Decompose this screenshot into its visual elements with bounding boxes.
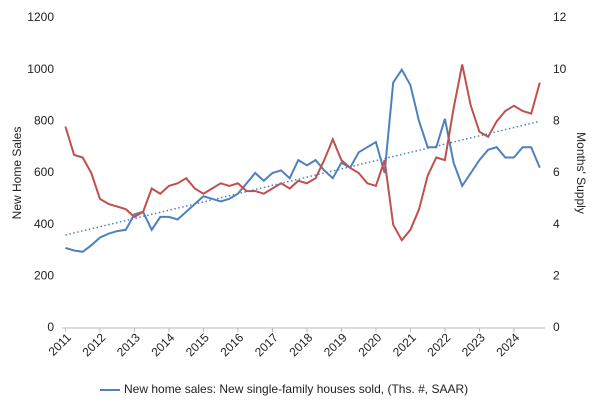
x-tick-label: 2016 [218, 330, 247, 359]
y2-tick-label: 2 [553, 269, 560, 283]
y-tick-label: 1000 [27, 62, 54, 76]
y-tick-label: 0 [47, 320, 54, 334]
legend-label: New home sales: New single-family houses… [124, 382, 468, 396]
y2-tick-label: 4 [553, 217, 560, 231]
x-tick-label: 2022 [425, 330, 454, 359]
x-tick-label: 2014 [149, 330, 178, 359]
y2-tick-label: 0 [553, 320, 560, 334]
trend-line [65, 120, 540, 236]
y2-axis-label: Months' Supply [574, 132, 588, 214]
y-tick-label: 1200 [27, 10, 54, 24]
y-tick-label: 600 [34, 165, 54, 179]
x-tick-label: 2012 [80, 330, 109, 359]
x-tick-label: 2023 [459, 330, 488, 359]
y2-tick-label: 10 [553, 62, 567, 76]
series-line [64, 64, 541, 242]
y2-tick-label: 8 [553, 114, 560, 128]
x-tick-label: 2019 [321, 330, 350, 359]
x-tick-label: 2015 [183, 330, 212, 359]
x-tick-label: 2017 [252, 330, 281, 359]
y2-tick-label: 12 [553, 10, 567, 24]
x-tick-label: 2018 [287, 330, 316, 359]
x-tick-label: 2021 [390, 330, 419, 359]
x-tick-label: 2020 [356, 330, 385, 359]
y-axis-label: New Home Sales [10, 127, 24, 220]
y-tick-label: 200 [34, 269, 54, 283]
series-line [65, 67, 541, 253]
x-tick-label: 2013 [114, 330, 143, 359]
y-tick-label: 800 [34, 114, 54, 128]
y2-tick-label: 6 [553, 165, 560, 179]
x-tick-label: 2011 [46, 330, 74, 358]
y-tick-label: 400 [34, 217, 54, 231]
x-tick-label: 2024 [494, 330, 523, 359]
